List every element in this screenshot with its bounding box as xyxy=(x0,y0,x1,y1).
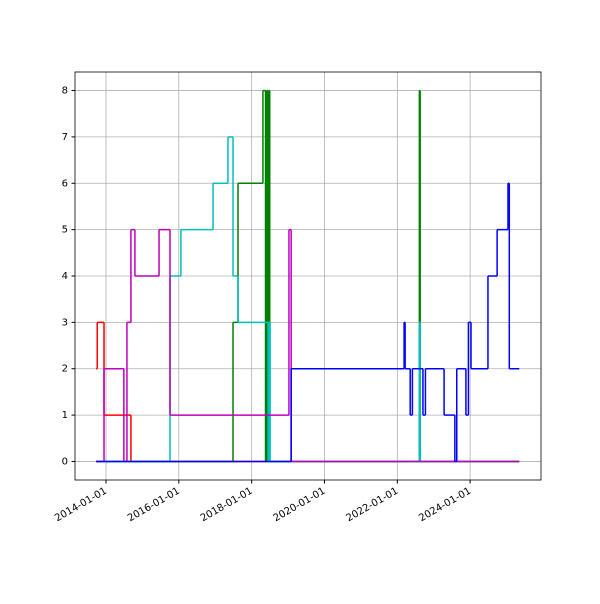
y-tick-label: 0 xyxy=(62,456,68,467)
y-tick-label: 3 xyxy=(62,317,68,328)
y-tick-label: 5 xyxy=(62,225,68,236)
y-tick-label: 6 xyxy=(62,178,68,189)
y-tick-label: 4 xyxy=(62,271,68,282)
y-tick-label: 7 xyxy=(62,132,68,143)
y-tick-label: 1 xyxy=(62,410,68,421)
y-tick-label: 2 xyxy=(62,364,68,375)
plot-frame xyxy=(74,71,542,481)
y-tick-label: 8 xyxy=(62,86,68,97)
